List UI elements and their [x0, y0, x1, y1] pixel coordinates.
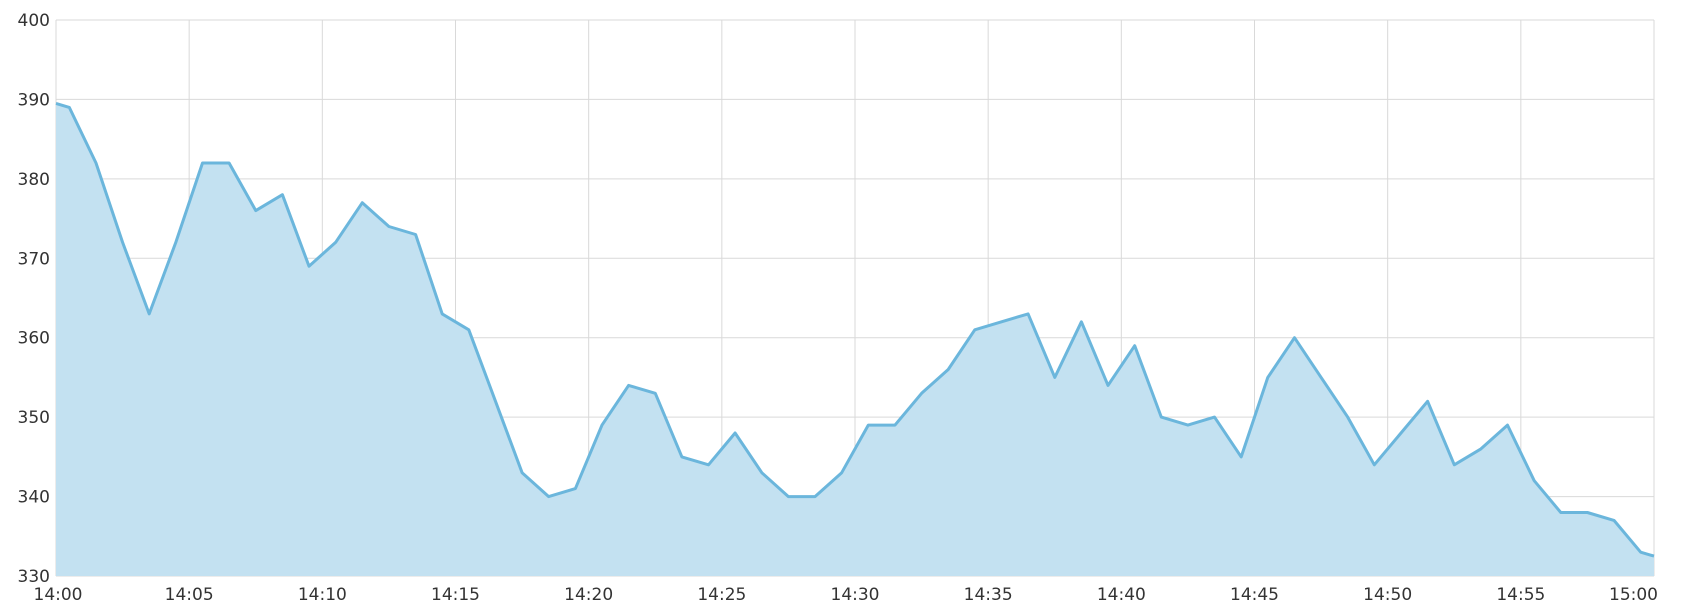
x-tick-label: 14:40: [1097, 585, 1146, 605]
y-tick-label: 360: [18, 329, 50, 349]
y-axis-tick-labels: 330 340 350 360 370 380 390 400: [18, 11, 50, 587]
x-axis-tick-labels: 14:00 14:05 14:10 14:15 14:20 14:25 14:30 14:35…: [34, 585, 1659, 605]
x-tick-label: 14:35: [964, 585, 1013, 605]
y-tick-label: 330: [18, 567, 50, 587]
y-tick-label: 400: [18, 11, 50, 31]
x-tick-label: 14:30: [831, 585, 880, 605]
x-tick-label: 14:45: [1230, 585, 1279, 605]
y-tick-label: 350: [18, 408, 50, 428]
series-line: [55, 101, 1655, 558]
x-tick-label: 14:20: [564, 585, 613, 605]
x-tick-label: 14:50: [1363, 585, 1412, 605]
y-tick-label: 340: [18, 488, 50, 508]
series-area-fill: [56, 103, 1654, 577]
x-tick-label: 14:10: [298, 585, 347, 605]
x-tick-label: 14:05: [165, 585, 214, 605]
x-tick-label: 14:00: [34, 585, 83, 605]
x-tick-label: 14:15: [431, 585, 480, 605]
x-tick-label: 14:55: [1496, 585, 1545, 605]
y-tick-label: 380: [18, 170, 50, 190]
x-tick-label: 14:25: [697, 585, 746, 605]
y-tick-label: 370: [18, 249, 50, 269]
y-tick-label: 390: [18, 90, 50, 110]
x-tick-label: 15:00: [1609, 585, 1658, 605]
